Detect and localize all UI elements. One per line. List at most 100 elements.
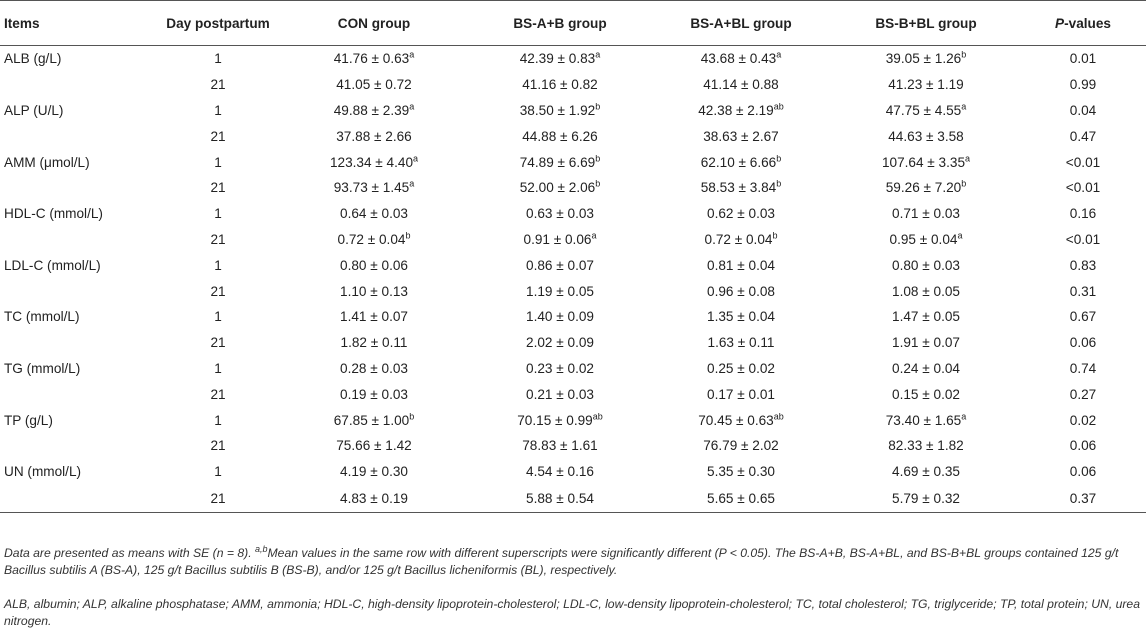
cell-day: 21: [210, 180, 226, 196]
cell-bs-a-bl: 0.17 ± 0.01: [650, 381, 832, 407]
cell-superscript: ab: [773, 101, 784, 112]
table-row: 21 93.73 ± 1.45a 52.00 ± 2.06b 58.53 ± 3.84…: [0, 175, 1146, 201]
cell-item: [0, 123, 158, 149]
cell-con: 37.88 ± 2.66: [278, 123, 470, 149]
cell-value: 5.79 ± 0.32: [892, 490, 960, 506]
cell-day: 21: [210, 335, 226, 351]
cell-value: 44.88 ± 6.26: [522, 128, 598, 144]
cell-day: 1: [214, 257, 222, 273]
cell-value: 78.83 ± 1.61: [522, 438, 598, 454]
footnote-1-part-a: Data are presented as means with SE (n =…: [4, 546, 255, 560]
cell-bs-a-bl: 43.68 ± 0.43a: [650, 46, 832, 72]
cell-superscript: b: [595, 178, 601, 189]
cell-value: 75.66 ± 1.42: [336, 438, 412, 454]
header-bs-b-bl: BS-B+BL group: [875, 15, 977, 31]
header-day: Day postpartum: [166, 15, 270, 31]
cell-value: 38.63 ± 2.67: [703, 128, 779, 144]
table-row: ALB (g/L) 1 41.76 ± 0.63a 42.39 ± 0.83a 43.6…: [0, 46, 1146, 72]
cell-item: [0, 381, 158, 407]
cell-superscript: a: [595, 49, 601, 60]
cell-value: 62.10 ± 6.66: [700, 154, 777, 170]
cell-item: [0, 433, 158, 459]
cell-item: LDL-C (mmol/L): [4, 257, 101, 273]
cell-con: 1.41 ± 0.07: [278, 304, 470, 330]
cell-value: 76.79 ± 2.02: [703, 438, 779, 454]
table-row: ALP (U/L) 1 49.88 ± 2.39a 38.50 ± 1.92b 42.3…: [0, 98, 1146, 124]
cell-p-value: 0.83: [1069, 257, 1097, 273]
cell-bs-a-b: 0.21 ± 0.03: [470, 381, 650, 407]
cell-value: 1.47 ± 0.05: [892, 309, 960, 325]
cell-p-value: 0.06: [1069, 464, 1097, 480]
cell-p-value: 0.47: [1069, 128, 1097, 144]
cell-bs-a-bl: 0.81 ± 0.04: [650, 252, 832, 278]
cell-superscript: ab: [592, 411, 603, 422]
cell-bs-a-b: 42.39 ± 0.83a: [470, 46, 650, 72]
cell-value: 123.34 ± 4.40: [329, 154, 414, 170]
table-row: TC (mmol/L) 1 1.41 ± 0.07 1.40 ± 0.09 1.35 ±…: [0, 304, 1146, 330]
cell-value: 1.35 ± 0.04: [707, 309, 775, 325]
cell-bs-a-bl: 5.65 ± 0.65: [650, 485, 832, 513]
cell-p-value: <0.01: [1065, 231, 1101, 247]
cell-day: 1: [214, 360, 222, 376]
cell-bs-b-bl: 4.69 ± 0.35: [832, 459, 1020, 485]
cell-superscript: b: [405, 230, 411, 241]
cell-value: 0.86 ± 0.07: [526, 257, 594, 273]
cell-value: 4.19 ± 0.30: [340, 464, 408, 480]
table-row: TP (g/L) 1 67.85 ± 1.00b 70.15 ± 0.99ab 70.4…: [0, 407, 1146, 433]
table-row: 21 0.19 ± 0.03 0.21 ± 0.03 0.17 ± 0.01 0.15 …: [0, 381, 1146, 407]
cell-superscript: a: [776, 49, 782, 60]
cell-value: 0.17 ± 0.01: [707, 386, 775, 402]
cell-superscript: b: [595, 153, 601, 164]
cell-day: 21: [210, 128, 226, 144]
cell-bs-a-bl: 0.62 ± 0.03: [650, 201, 832, 227]
cell-value: 41.23 ± 1.19: [888, 77, 964, 93]
cell-superscript: a: [409, 49, 415, 60]
header-bs-a-bl: BS-A+BL group: [690, 15, 792, 31]
cell-value: 70.45 ± 0.63: [698, 412, 774, 428]
cell-bs-b-bl: 0.71 ± 0.03: [832, 201, 1020, 227]
footnote-1: Data are presented as means with SE (n =…: [4, 543, 1140, 579]
cell-day: 1: [214, 102, 222, 118]
cell-item: [0, 485, 158, 513]
cell-value: 0.23 ± 0.02: [526, 360, 594, 376]
cell-value: 70.15 ± 0.99: [517, 412, 593, 428]
cell-con: 0.64 ± 0.03: [278, 201, 470, 227]
cell-value: 0.62 ± 0.03: [707, 206, 775, 222]
data-table: Items Day postpartum CON group BS-A+B gr…: [0, 0, 1146, 513]
cell-bs-a-bl: 0.72 ± 0.04b: [650, 227, 832, 253]
cell-value: 39.05 ± 1.26: [885, 51, 962, 67]
cell-con: 93.73 ± 1.45a: [278, 175, 470, 201]
cell-p-value: 0.67: [1069, 309, 1097, 325]
cell-value: 41.76 ± 0.63: [333, 51, 410, 67]
footnote-1-superscript: a,b: [255, 543, 268, 554]
cell-value: 37.88 ± 2.66: [336, 128, 412, 144]
cell-superscript: a: [409, 101, 415, 112]
cell-item: ALP (U/L): [4, 102, 64, 118]
cell-value: 2.02 ± 0.09: [526, 335, 594, 351]
cell-value: 52.00 ± 2.06: [519, 180, 596, 196]
table-row: 21 75.66 ± 1.42 78.83 ± 1.61 76.79 ± 2.02 82…: [0, 433, 1146, 459]
cell-superscript: a: [591, 230, 597, 241]
cell-bs-a-bl: 58.53 ± 3.84b: [650, 175, 832, 201]
cell-bs-a-bl: 0.96 ± 0.08: [650, 278, 832, 304]
cell-item: AMM (μmol/L): [4, 154, 90, 170]
cell-value: 0.25 ± 0.02: [707, 360, 775, 376]
table-body: ALB (g/L) 1 41.76 ± 0.63a 42.39 ± 0.83a 43.6…: [0, 46, 1146, 513]
cell-value: 5.88 ± 0.54: [526, 490, 594, 506]
cell-p-value: 0.06: [1069, 438, 1097, 454]
cell-value: 0.28 ± 0.03: [340, 360, 408, 376]
cell-superscript: a: [409, 178, 415, 189]
cell-value: 1.10 ± 0.13: [340, 283, 408, 299]
cell-p-value: 0.74: [1069, 360, 1097, 376]
header-p-italic: P: [1055, 15, 1065, 31]
cell-bs-a-b: 2.02 ± 0.09: [470, 330, 650, 356]
cell-value: 73.40 ± 1.65: [885, 412, 962, 428]
cell-value: 43.68 ± 0.43: [700, 51, 777, 67]
cell-value: 0.21 ± 0.03: [526, 386, 594, 402]
cell-bs-b-bl: 1.91 ± 0.07: [832, 330, 1020, 356]
cell-bs-a-bl: 1.35 ± 0.04: [650, 304, 832, 330]
table-row: 21 37.88 ± 2.66 44.88 ± 6.26 38.63 ± 2.67 44…: [0, 123, 1146, 149]
cell-day: 21: [210, 77, 226, 93]
cell-value: 74.89 ± 6.69: [519, 154, 596, 170]
cell-value: 41.16 ± 0.82: [522, 77, 598, 93]
